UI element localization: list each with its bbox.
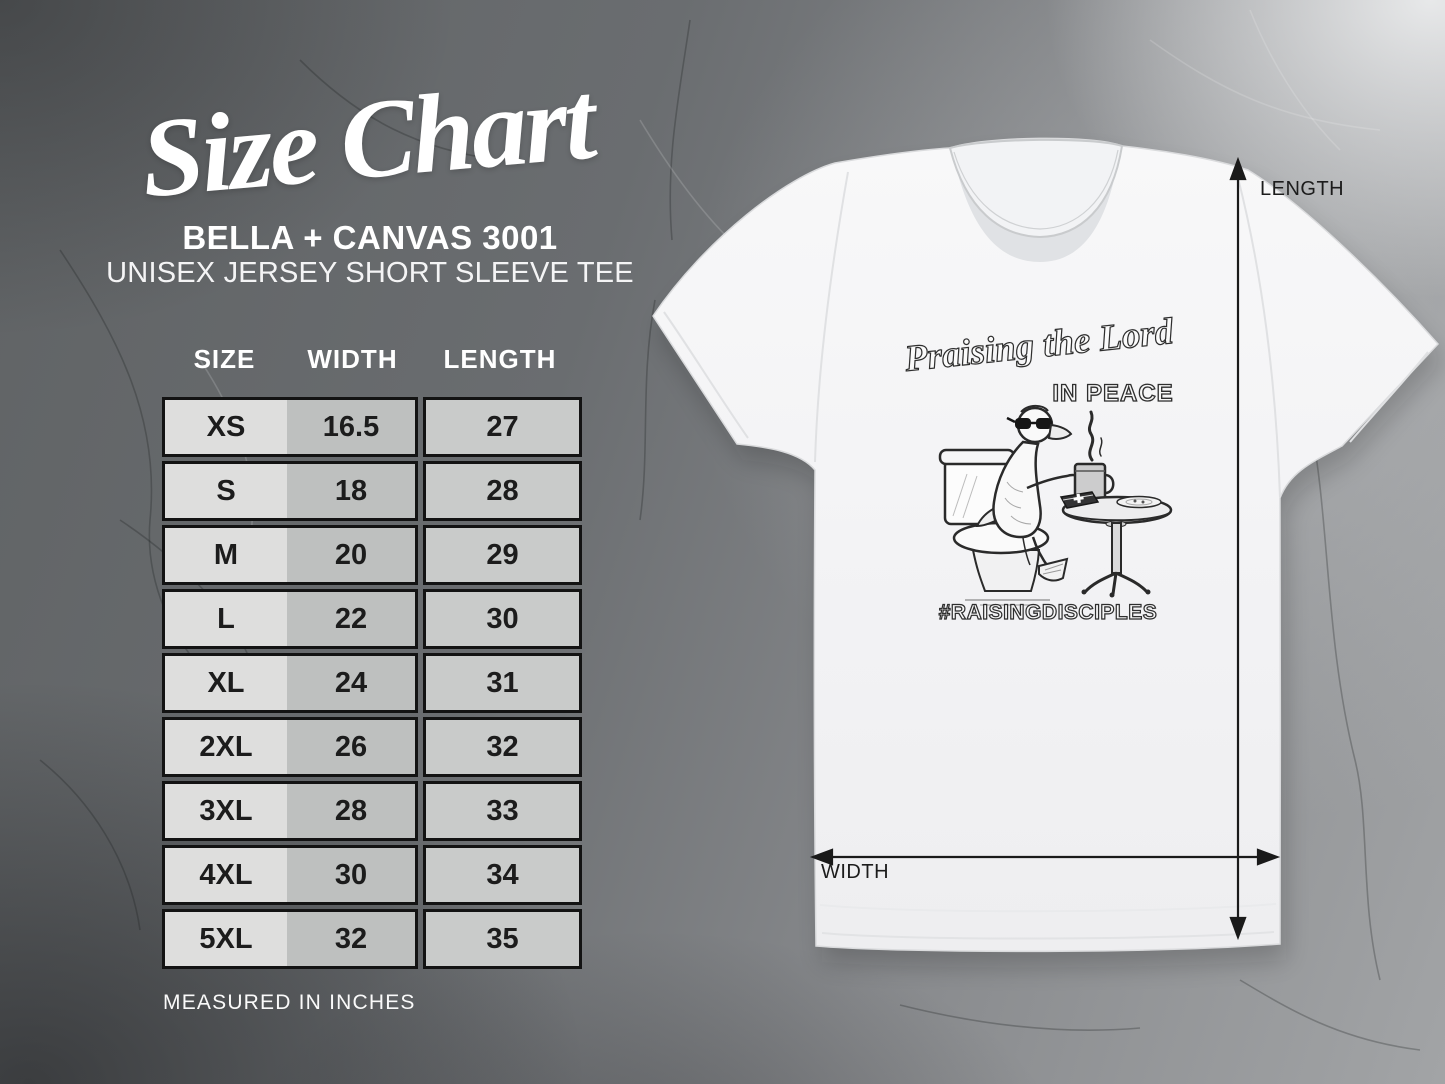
cell-size: 4XL (165, 848, 287, 902)
cell-size: XL (165, 656, 287, 710)
table-row: XL 24 31 (162, 653, 582, 713)
size-table: XS 16.5 27 S 18 28 M 20 29 L 22 30 XL 24 31 2… (162, 397, 582, 973)
steam-icon (1087, 410, 1095, 462)
cell-size: L (165, 592, 287, 646)
product-brand: BELLA + CANVAS 3001 (182, 219, 558, 256)
cell-width: 16.5 (287, 400, 415, 454)
plate-icon (1116, 495, 1162, 509)
design-hashtag-text: #RAISINGDISCIPLES (938, 600, 1158, 624)
cell-length: 35 (426, 912, 579, 966)
cell-size: 5XL (165, 912, 287, 966)
sunglasses-icon (1006, 416, 1052, 429)
cell-size: S (165, 464, 287, 518)
cell-width: 24 (287, 656, 415, 710)
length-label: LENGTH (1260, 178, 1345, 200)
cell-width: 28 (287, 784, 415, 838)
table-row: L 22 30 (162, 589, 582, 649)
cell-length: 33 (426, 784, 579, 838)
table-row: 4XL 30 34 (162, 845, 582, 905)
bible-icon (1059, 491, 1100, 509)
width-label: WIDTH (821, 861, 890, 883)
cell-length: 31 (426, 656, 579, 710)
length-arrow (1229, 156, 1247, 941)
cell-width: 32 (287, 912, 415, 966)
cell-length: 32 (426, 720, 579, 774)
cell-length: 28 (426, 464, 579, 518)
cell-size: M (165, 528, 287, 582)
cell-size: XS (165, 400, 287, 454)
cell-size: 2XL (165, 720, 287, 774)
table-row: 3XL 28 33 (162, 781, 582, 841)
column-header-size: SIZE (193, 344, 256, 374)
beak (1047, 423, 1073, 440)
cell-width: 20 (287, 528, 415, 582)
column-header-length: LENGTH (443, 344, 557, 374)
size-table-header: SIZE WIDTH LENGTH (162, 344, 582, 375)
cell-length: 29 (426, 528, 579, 582)
cell-width: 22 (287, 592, 415, 646)
cell-size: 3XL (165, 784, 287, 838)
product-style: UNISEX JERSEY SHORT SLEEVE TEE (106, 257, 634, 289)
table-row: 2XL 26 32 (162, 717, 582, 777)
units-footnote: MEASURED IN INCHES (163, 991, 416, 1014)
cell-length: 30 (426, 592, 579, 646)
coffee-mug-icon (1073, 462, 1115, 502)
duck-on-toilet-illustration (938, 404, 1173, 606)
table-row: S 18 28 (162, 461, 582, 521)
cell-length: 34 (426, 848, 579, 902)
table-row: XS 16.5 27 (162, 397, 582, 457)
shirt-body (652, 137, 1440, 953)
table-row: M 20 29 (162, 525, 582, 585)
table-row: 5XL 32 35 (162, 909, 582, 969)
webbed-foot (1038, 557, 1069, 582)
cell-width: 18 (287, 464, 415, 518)
duck (975, 404, 1082, 582)
cell-width: 26 (287, 720, 415, 774)
width-arrow (809, 848, 1281, 866)
design-subtitle-text: IN PEACE (1052, 379, 1174, 407)
cell-length: 27 (426, 400, 579, 454)
cell-width: 30 (287, 848, 415, 902)
column-header-width: WIDTH (307, 344, 398, 374)
